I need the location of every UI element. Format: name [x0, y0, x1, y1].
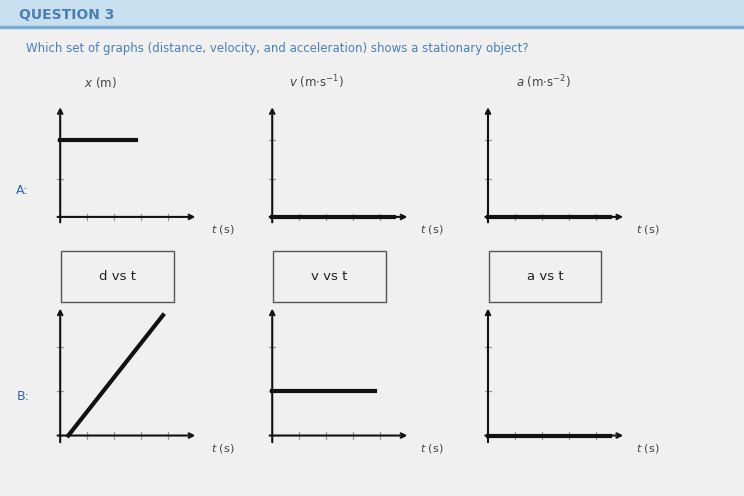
Text: $t$ (s): $t$ (s) [211, 223, 234, 236]
Text: A:: A: [16, 185, 29, 197]
Text: v vs t: v vs t [311, 270, 347, 283]
Text: $a$ (m$\cdot$s$^{-2}$): $a$ (m$\cdot$s$^{-2}$) [516, 269, 571, 286]
Text: a vs t: a vs t [527, 270, 563, 283]
Text: $v$ (m$\cdot$s$^{-1}$): $v$ (m$\cdot$s$^{-1}$) [289, 269, 344, 286]
Text: $t$ (s): $t$ (s) [211, 442, 234, 455]
Bar [61, 251, 173, 302]
Text: $t$ (s): $t$ (s) [636, 442, 660, 455]
Text: B:: B: [16, 390, 29, 403]
Text: $t$ (s): $t$ (s) [420, 442, 444, 455]
Text: d vs t: d vs t [99, 270, 135, 283]
Text: $a$ (m$\cdot$s$^{-2}$): $a$ (m$\cdot$s$^{-2}$) [516, 73, 571, 90]
Text: $x$ (m): $x$ (m) [84, 75, 117, 90]
Text: $x$ (m): $x$ (m) [84, 271, 117, 286]
Text: $t$ (s): $t$ (s) [636, 223, 660, 236]
Text: $t$ (s): $t$ (s) [420, 223, 444, 236]
Bar [273, 251, 385, 302]
Text: Which set of graphs (distance, velocity, and acceleration) shows a stationary ob: Which set of graphs (distance, velocity,… [26, 42, 529, 55]
Text: $v$ (m$\cdot$s$^{-1}$): $v$ (m$\cdot$s$^{-1}$) [289, 73, 344, 90]
Bar [0, 0, 744, 27]
Text: QUESTION 3: QUESTION 3 [19, 8, 114, 22]
Bar [489, 251, 601, 302]
